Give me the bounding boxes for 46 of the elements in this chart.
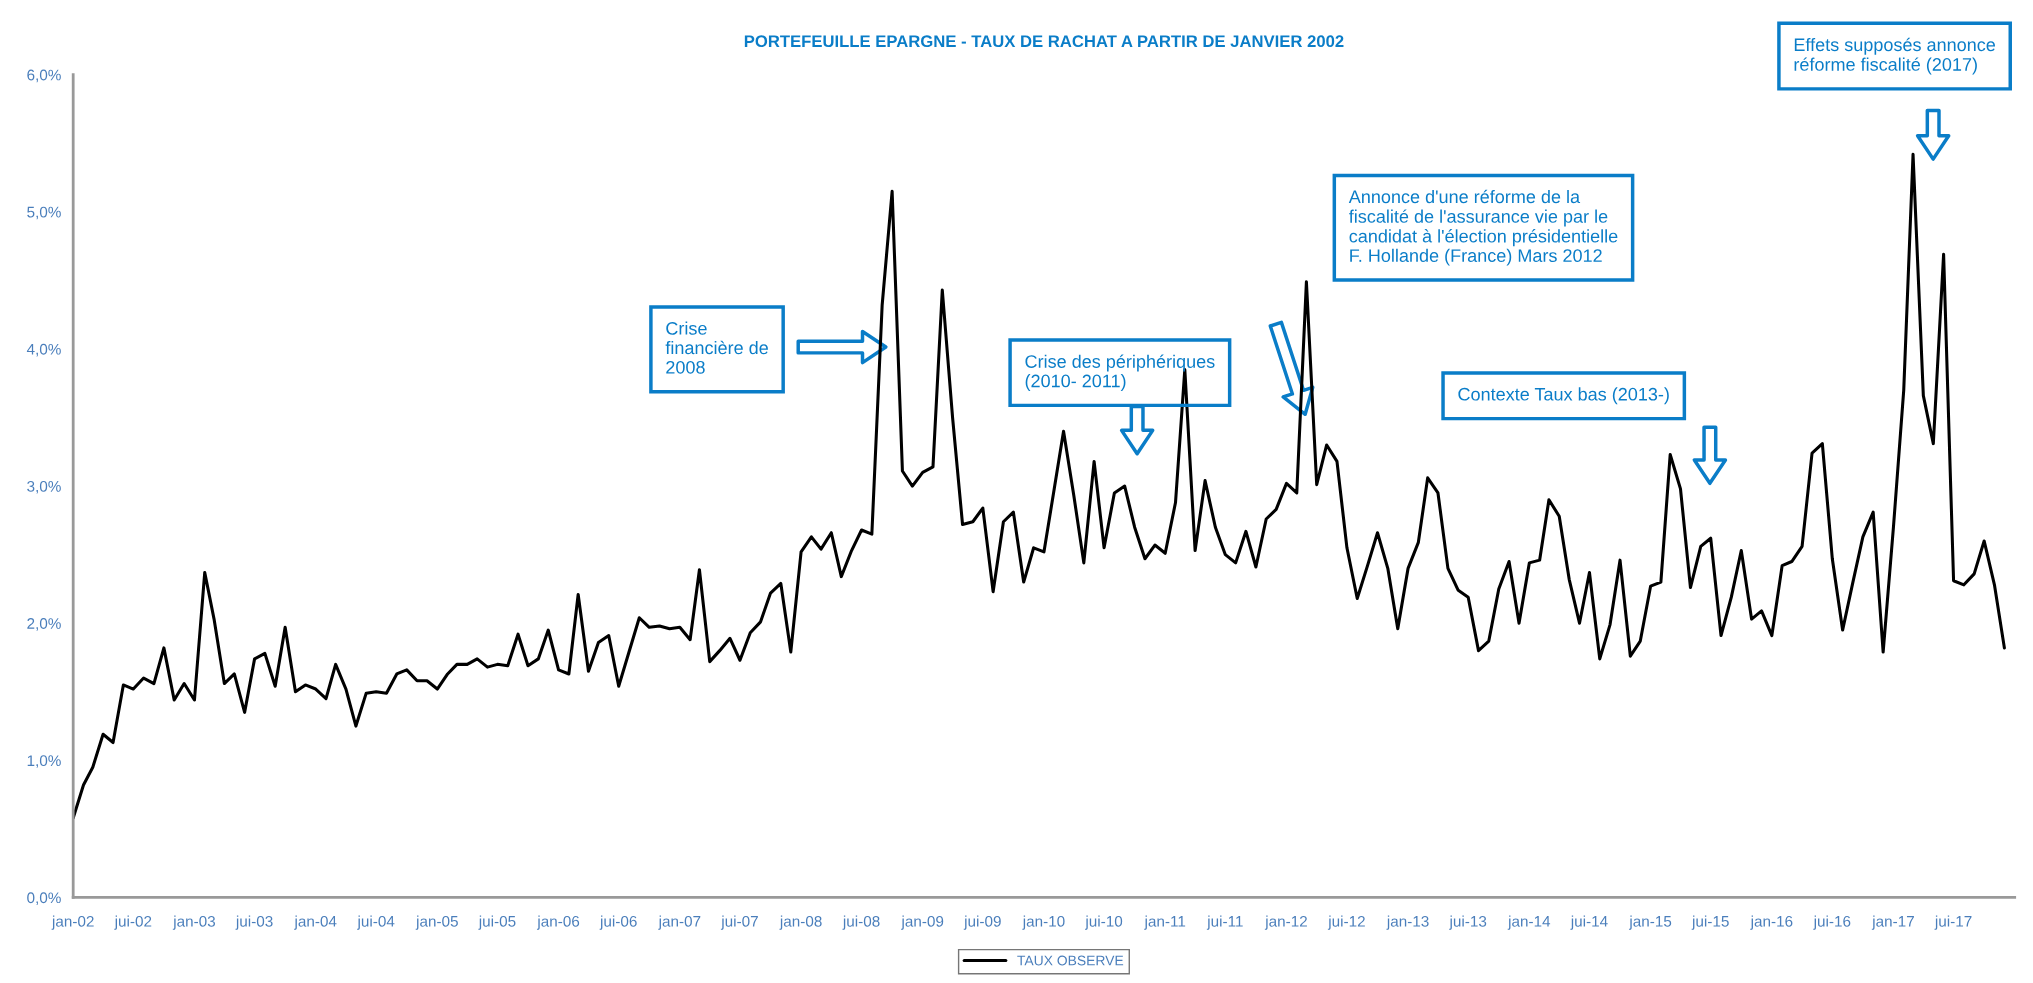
x-tick-label: jui-04 [357,915,395,930]
x-tick-label: jui-02 [114,915,152,930]
x-tick-label: jui-09 [963,915,1001,930]
x-tick-label: jan-03 [172,915,216,930]
text: Effets supposés annonce réforme fiscalité (2017) [1794,37,1996,75]
x-tick-label: jui-10 [1085,915,1123,930]
x-tick-label: jan-17 [1871,915,1914,930]
x-tick-label: jui-03 [235,915,273,930]
legend-label: TAUX OBSERVE [1017,955,1124,966]
x-tick-label: jan-09 [901,915,944,930]
x-tick-label: jui-17 [1934,915,1972,930]
y-tick-label: 2,0% [27,618,61,631]
y-tick-label: 1,0% [27,755,61,768]
x-tick-label: jan-10 [1022,915,1065,930]
y-tick-label: 5,0% [27,206,61,220]
x-tick-label: jui-15 [1691,915,1729,930]
annotation: Annonce d'une réforme de la fiscalité de l'assurance vie par le candidat à l'élection présidentielle F. Hollande (France) Mars 2012 [1348,189,1618,266]
x-tick-label: jan-05 [415,915,458,930]
annotation: Contexte Taux bas (2013-) [1458,387,1669,405]
x-tick-label: jan-12 [1264,915,1307,930]
x-tick-label: jan-07 [658,915,701,930]
y-tick-label: 4,0% [26,343,61,357]
x-tick-label: jan-15 [1628,915,1672,930]
x-tick-label: jui-07 [720,915,758,930]
x-tick-label: jan-06 [536,915,580,930]
x-tick-label: jan-11 [1144,915,1186,930]
x-tick-label: jui-05 [478,915,516,930]
chart-title: PORTEFEUILLE EPARGNE - TAUX DE RACHAT A PARTIR DE JANVIER 2002 [744,35,1344,48]
x-tick-label: jui-14 [1570,915,1608,930]
x-tick-label: jan-08 [779,915,822,930]
annotation: Crise financière de 2008 [665,321,768,374]
x-tick-label: jan-02 [51,915,94,930]
y-tick-label: 3,0% [27,480,61,494]
x-tick-label: jan-16 [1750,915,1793,930]
x-tick-label: jui-16 [1813,915,1851,930]
x-tick-label: jan-04 [294,915,337,930]
x-tick-label: jui-08 [842,915,880,930]
x-tick-label: jui-11 [1206,915,1243,930]
x-tick-label: jui-06 [599,915,637,930]
x-tick-label: jui-12 [1327,915,1365,930]
x-tick-label: jan-14 [1507,915,1551,930]
y-tick-label: 6,0% [27,69,61,83]
y-tick-label: 0,0% [27,892,61,905]
x-tick-label: jan-13 [1386,915,1429,930]
annotation: Crise des périphériques (2010- 2011) [1025,354,1215,391]
x-tick-label: jui-13 [1449,915,1487,930]
